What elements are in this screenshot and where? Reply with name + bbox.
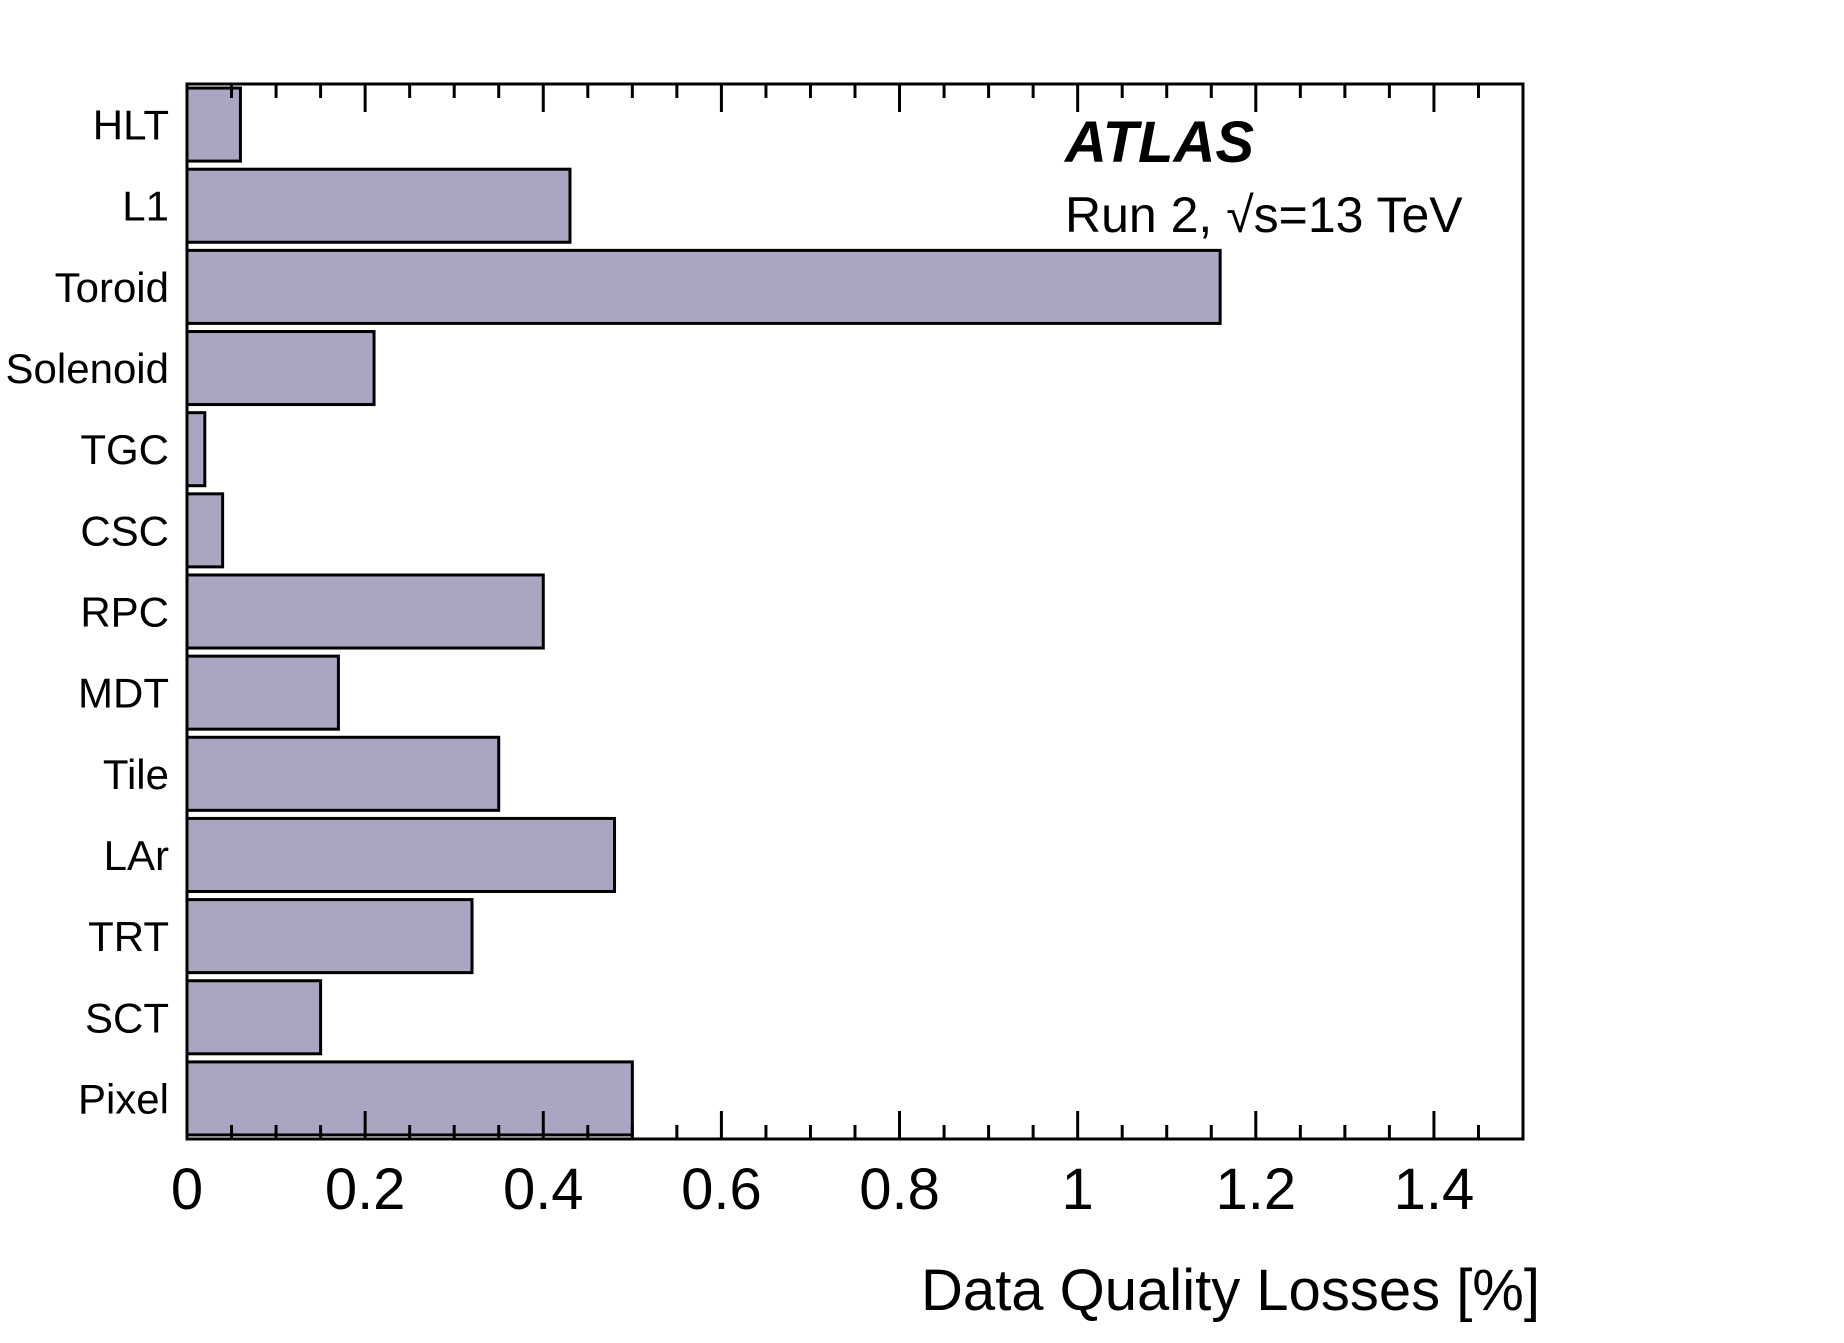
- category-label-pixel: Pixel: [78, 1075, 169, 1122]
- category-label-hlt: HLT: [93, 102, 169, 149]
- x-tick-label: 0: [171, 1157, 203, 1222]
- category-label-trt: TRT: [88, 913, 169, 960]
- s-variable: s: [1254, 187, 1279, 243]
- x-tick-label: 1.4: [1394, 1157, 1475, 1222]
- x-tick-label: 0.4: [503, 1157, 584, 1222]
- bar-pixel: [185, 1060, 634, 1137]
- x-tick-labels: 0 0.2 0.4 0.6 0.8 1 1.2 1.4: [171, 1157, 1474, 1222]
- bar-l1: [185, 167, 572, 244]
- run-info: Run 2, √s=13 TeV: [1065, 187, 1463, 243]
- bar-trt: [185, 898, 474, 975]
- bar-toroid: [185, 248, 1222, 325]
- bars-group: [185, 86, 1222, 1137]
- category-label-l1: L1: [122, 183, 169, 230]
- x-tick-label: 0.2: [325, 1157, 406, 1222]
- x-tick-label: 0.6: [681, 1157, 762, 1222]
- x-tick-label: 1.2: [1215, 1157, 1296, 1222]
- bar-hlt: [185, 86, 242, 163]
- bar-tile: [185, 735, 501, 812]
- x-tick-label: 1: [1062, 1157, 1094, 1222]
- category-label-tgc: TGC: [80, 426, 169, 473]
- category-label-csc: CSC: [80, 507, 169, 554]
- category-label-sct: SCT: [85, 994, 169, 1041]
- run-prefix: Run 2,: [1065, 187, 1226, 243]
- category-label-mdt: MDT: [78, 670, 169, 717]
- bar-solenoid: [185, 330, 376, 407]
- category-label-solenoid: Solenoid: [6, 345, 169, 392]
- category-label-toroid: Toroid: [55, 264, 169, 311]
- bar-rpc: [185, 573, 545, 650]
- category-label-tile: Tile: [103, 751, 169, 798]
- plot-frame: [185, 82, 1525, 1141]
- x-axis-title: Data Quality Losses [%]: [921, 1258, 1540, 1323]
- category-label-rpc: RPC: [80, 589, 169, 636]
- bar-mdt: [185, 654, 340, 731]
- sqrt-symbol: √: [1226, 187, 1254, 243]
- category-labels: HLT L1 Toroid Solenoid TGC CSC RPC MDT Tile LAr TR…: [6, 102, 169, 1123]
- experiment-label: ATLAS: [1063, 110, 1254, 175]
- bar-csc: [185, 492, 225, 569]
- bar-tgc: [185, 411, 207, 488]
- bar-lar: [185, 816, 617, 893]
- energy-value: =13 TeV: [1279, 187, 1464, 243]
- category-label-lar: LAr: [104, 832, 169, 879]
- x-tick-label: 0.8: [859, 1157, 940, 1222]
- bar-sct: [185, 979, 323, 1056]
